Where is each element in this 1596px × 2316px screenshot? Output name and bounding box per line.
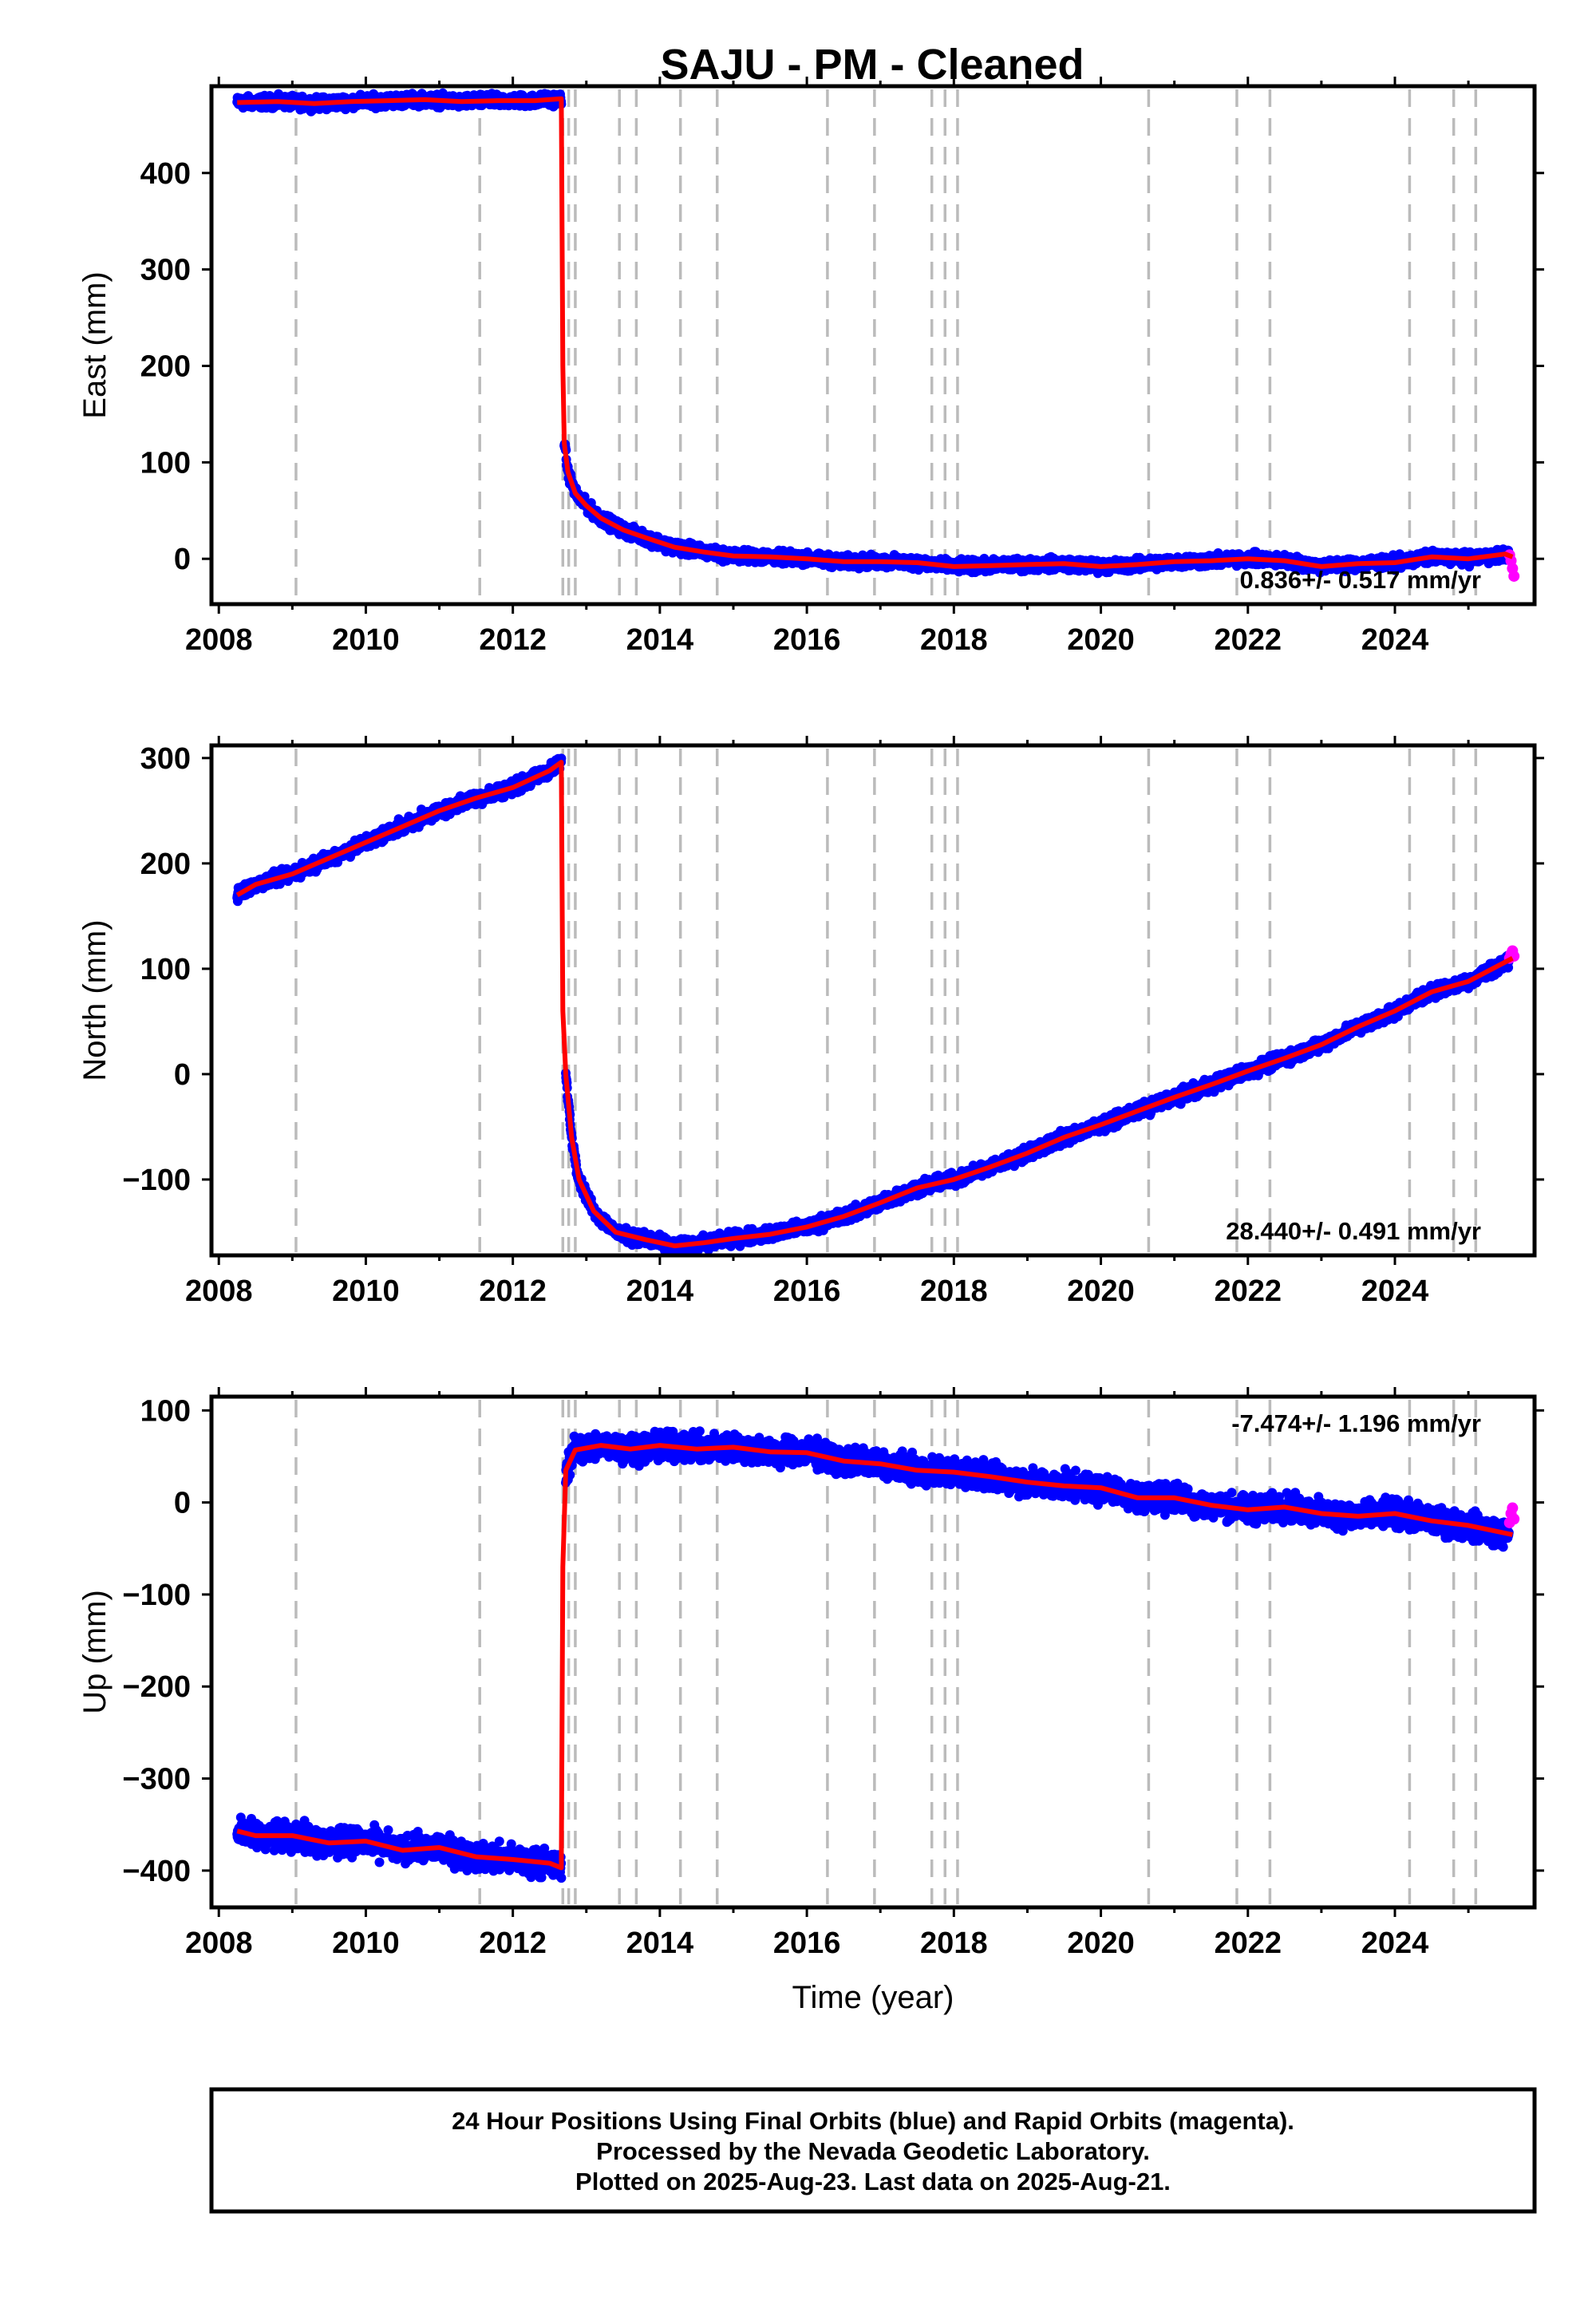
east-x-axis: 2008 2010 2012 2014 2016 2018 2020 2022 2024 <box>185 77 1470 657</box>
east-model-line <box>237 96 1514 569</box>
rapid-orbit-point <box>1508 570 1520 582</box>
y-tick-label: 100 <box>140 446 191 480</box>
x-tick-label: 2020 <box>1067 623 1135 657</box>
x-tick-label: 2022 <box>1214 623 1282 657</box>
x-tick-label: 2014 <box>626 623 694 657</box>
x-tick-label: 2018 <box>920 623 988 657</box>
x-tick-label: 2010 <box>332 623 400 657</box>
chart-title: SAJU - PM - Cleaned <box>660 41 1084 89</box>
y-tick-label: 300 <box>140 254 191 287</box>
east-rate-label: 0.836+/- 0.517 mm/yr <box>1240 566 1481 594</box>
x-tick-label: 2008 <box>185 623 253 657</box>
x-tick-label: 2016 <box>773 623 841 657</box>
x-tick-label: 2024 <box>1361 623 1429 657</box>
east-y-axis-label: East (mm) <box>77 271 113 418</box>
east-panel: 2008 2010 2012 2014 2016 2018 2020 2022 2024 0 100… <box>77 77 1544 657</box>
y-tick-label: 200 <box>140 350 191 383</box>
east-y-axis: 0 100 200 300 400 <box>140 157 1544 576</box>
east-frame <box>209 84 1537 607</box>
x-tick-label: 2012 <box>479 623 547 657</box>
y-tick-label: 0 <box>174 543 191 576</box>
north-panel: 2008 2010 2012 2014 2016 2018 2020 2022 2024−100… <box>77 736 1544 1308</box>
y-tick-label: 400 <box>140 157 191 191</box>
